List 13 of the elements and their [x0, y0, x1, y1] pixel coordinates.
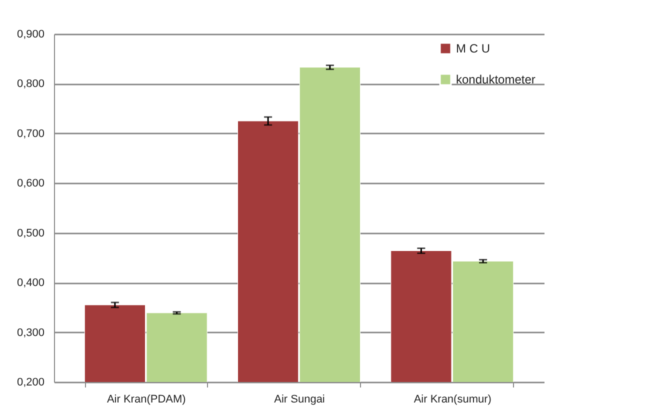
x-tick-label: Air Kran(PDAM) — [106, 394, 186, 406]
y-tick-label: 0,200 — [16, 376, 44, 388]
x-tick-label: Air Kran(sumur) — [414, 394, 492, 406]
legend-label: M C U — [456, 42, 490, 56]
y-tick-label: 0,600 — [16, 178, 44, 190]
y-tick-label: 0,800 — [16, 78, 44, 90]
y-tick-label: 0,400 — [16, 277, 44, 290]
y-tick-label: 0,900 — [16, 28, 44, 40]
y-tick-label: 0,700 — [16, 128, 44, 140]
y-tick-label: 0,500 — [16, 227, 44, 240]
legend-label: konduktometer — [456, 72, 536, 86]
y-tick-label: 0,300 — [16, 326, 44, 339]
x-tick-label: Air Sungai — [274, 394, 325, 406]
